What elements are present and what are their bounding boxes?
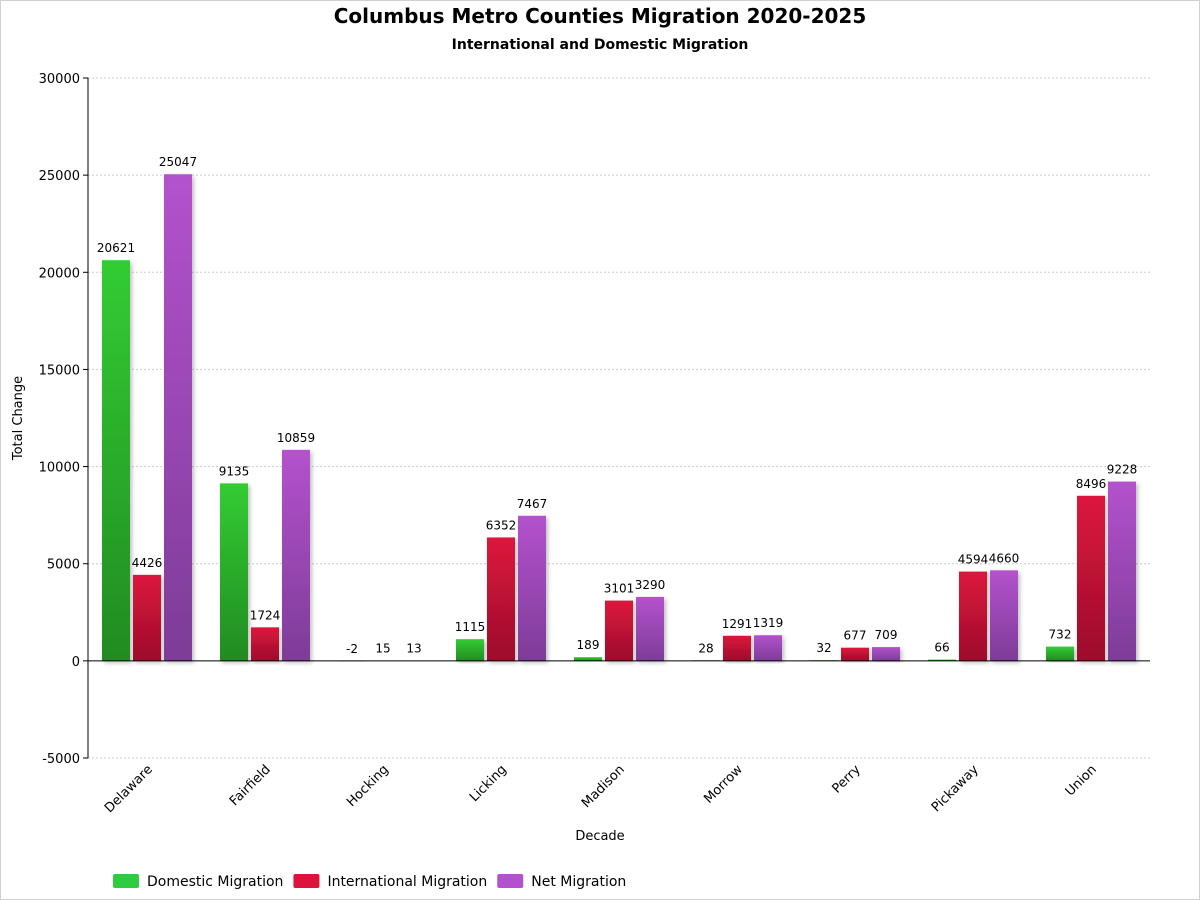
y-tick-label-10000: 10000 — [39, 461, 80, 476]
data-label-morrow-domestic-migration: 28 — [698, 641, 713, 655]
y-axis-ticks: 30000 25000 20000 15000 10000 5000 0 -5000 — [39, 72, 88, 767]
data-label-madison-international-migration: 3101 — [604, 582, 635, 596]
data-label-morrow-net-migration: 1319 — [753, 616, 784, 630]
data-label-morrow-international-migration: 1291 — [722, 617, 753, 631]
data-label-licking-net-migration: 7467 — [517, 497, 548, 511]
x-tick-label-hocking: Hocking — [344, 762, 392, 810]
x-tick-label-morrow: Morrow — [701, 762, 746, 807]
x-tick-label-fairfield: Fairfield — [227, 762, 274, 809]
bar-union-international-migration — [1077, 495, 1105, 661]
legend-swatch-domestic-migration — [113, 874, 139, 888]
data-label-licking-international-migration: 6352 — [486, 518, 517, 532]
bar-pickaway-domestic-migration — [928, 659, 956, 661]
y-tick-label--5000: -5000 — [42, 752, 80, 767]
gridlines — [88, 77, 1150, 759]
data-label-delaware-domestic-migration: 20621 — [97, 241, 135, 255]
bar-fairfield-net-migration — [282, 449, 310, 661]
bar-perry-net-migration — [872, 647, 900, 661]
bar-madison-net-migration — [636, 596, 664, 661]
legend-label-domestic-migration: Domestic Migration — [147, 874, 283, 890]
bar-union-net-migration — [1108, 481, 1136, 661]
bar-delaware-international-migration — [133, 574, 161, 661]
bar-fairfield-domestic-migration — [220, 483, 248, 661]
y-axis-label: Total Change — [11, 376, 26, 461]
x-tick-label-delaware: Delaware — [102, 762, 156, 816]
chart-title: Columbus Metro Counties Migration 2020-2… — [334, 4, 867, 28]
data-label-pickaway-domestic-migration: 66 — [934, 641, 949, 655]
data-label-fairfield-international-migration: 1724 — [250, 608, 281, 622]
bar-morrow-international-migration — [723, 635, 751, 661]
data-label-union-international-migration: 8496 — [1076, 477, 1107, 491]
x-tick-label-perry: Perry — [830, 762, 865, 797]
data-label-hocking-international-migration: 15 — [375, 642, 390, 656]
bar-union-domestic-migration — [1046, 646, 1074, 661]
legend-item-domestic-migration[interactable]: Domestic Migration — [113, 874, 283, 890]
data-label-union-domestic-migration: 732 — [1049, 628, 1072, 642]
bar-licking-net-migration — [518, 515, 546, 661]
bar-delaware-net-migration — [164, 174, 192, 661]
x-tick-label-pickaway: Pickaway — [929, 762, 982, 815]
bar-delaware-domestic-migration — [102, 260, 130, 661]
bar-madison-domestic-migration — [574, 657, 602, 661]
data-label-delaware-international-migration: 4426 — [132, 556, 163, 570]
data-label-fairfield-domestic-migration: 9135 — [219, 464, 250, 478]
legend-swatch-international-migration — [293, 874, 320, 888]
data-label-licking-domestic-migration: 1115 — [455, 620, 486, 634]
data-label-perry-domestic-migration: 32 — [816, 641, 831, 655]
y-tick-label-15000: 15000 — [39, 363, 80, 378]
x-axis-ticks: Delaware Fairfield Hocking Licking Madison Mo… — [102, 762, 1100, 816]
data-label-delaware-net-migration: 25047 — [159, 155, 197, 169]
bar-perry-international-migration — [841, 647, 869, 661]
legend-swatch-net-migration — [497, 874, 524, 888]
data-label-perry-net-migration: 709 — [875, 628, 898, 642]
data-label-pickaway-net-migration: 4660 — [989, 551, 1020, 565]
legend-item-net-migration[interactable]: Net Migration — [497, 874, 626, 890]
data-label-hocking-domestic-migration: -2 — [346, 642, 358, 656]
legend: Domestic Migration International Migratio… — [113, 874, 626, 890]
x-tick-label-union: Union — [1063, 762, 1100, 799]
legend-label-international-migration: International Migration — [327, 874, 487, 890]
data-label-pickaway-international-migration: 4594 — [958, 553, 989, 567]
data-label-madison-net-migration: 3290 — [635, 578, 666, 592]
bar-pickaway-international-migration — [959, 571, 987, 661]
bar-licking-domestic-migration — [456, 639, 484, 661]
bar-fairfield-international-migration — [251, 627, 279, 661]
data-labels: 20621 4426 25047 9135 1724 10859 -2 15 13 1115 635… — [97, 155, 1137, 656]
data-label-hocking-net-migration: 13 — [406, 642, 421, 656]
data-label-union-net-migration: 9228 — [1107, 463, 1138, 477]
data-label-fairfield-net-migration: 10859 — [277, 431, 315, 445]
x-axis-label: Decade — [575, 829, 624, 844]
y-tick-label-30000: 30000 — [39, 72, 80, 87]
legend-item-international-migration[interactable]: International Migration — [293, 874, 487, 890]
legend-label-net-migration: Net Migration — [531, 874, 626, 890]
bar-licking-international-migration — [487, 537, 515, 661]
y-tick-label-20000: 20000 — [39, 266, 80, 281]
data-label-madison-domestic-migration: 189 — [577, 638, 600, 652]
y-tick-label-0: 0 — [72, 655, 80, 670]
bar-morrow-net-migration — [754, 635, 782, 661]
bar-pickaway-net-migration — [990, 570, 1018, 661]
y-tick-label-5000: 5000 — [47, 558, 80, 573]
x-tick-label-licking: Licking — [467, 762, 510, 805]
bars — [102, 174, 1136, 662]
y-tick-label-25000: 25000 — [39, 169, 80, 184]
data-label-perry-international-migration: 677 — [844, 629, 867, 643]
bar-madison-international-migration — [605, 600, 633, 661]
x-tick-label-madison: Madison — [579, 762, 628, 811]
chart-subtitle: International and Domestic Migration — [452, 37, 749, 53]
